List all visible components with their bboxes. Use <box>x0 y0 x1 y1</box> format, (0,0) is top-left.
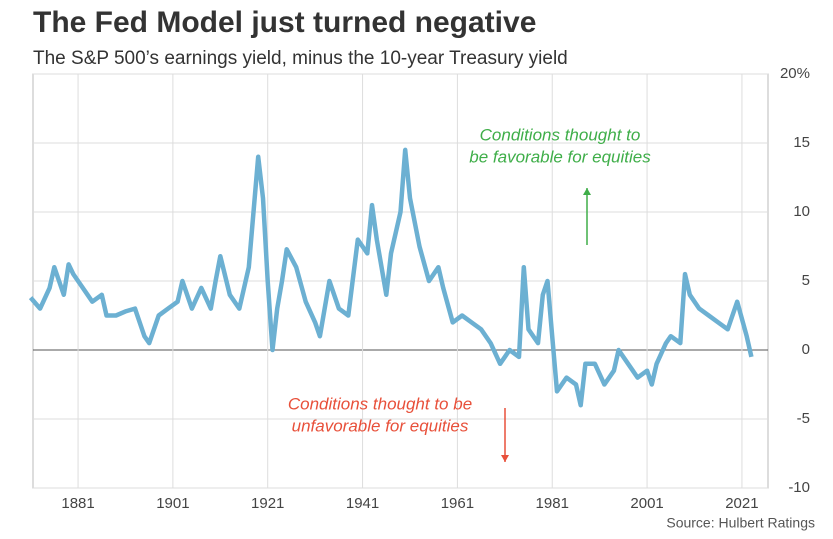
x-tick-label: 1981 <box>536 495 569 512</box>
chart-subtitle: The S&P 500’s earnings yield, minus the … <box>33 48 568 69</box>
x-tick-label: 1941 <box>346 495 379 512</box>
y-tick-label: 20% <box>780 65 810 82</box>
annotation: Conditions thought to be <box>288 394 472 413</box>
x-tick-label: 2001 <box>630 495 663 512</box>
arrow-head <box>583 188 591 195</box>
y-tick-label: 10 <box>793 203 810 220</box>
annotation: unfavorable for equities <box>292 416 469 435</box>
x-tick-label: 1921 <box>251 495 284 512</box>
x-tick-label: 2021 <box>725 495 758 512</box>
annotation: be favorable for equities <box>469 147 651 166</box>
x-tick-label: 1881 <box>61 495 94 512</box>
y-tick-label: -5 <box>797 410 810 427</box>
x-tick-label: 1961 <box>441 495 474 512</box>
y-tick-label: 0 <box>802 341 810 358</box>
source: Source: Hulbert Ratings <box>666 515 815 531</box>
y-tick-label: 15 <box>793 134 810 151</box>
x-tick-label: 1901 <box>156 495 189 512</box>
y-tick-label: 5 <box>802 272 810 289</box>
arrow-head <box>501 455 509 462</box>
annotation: Conditions thought to <box>480 125 641 144</box>
data-line <box>28 147 754 408</box>
chart-title: The Fed Model just turned negative <box>33 6 536 39</box>
y-tick-label: -10 <box>788 479 810 496</box>
